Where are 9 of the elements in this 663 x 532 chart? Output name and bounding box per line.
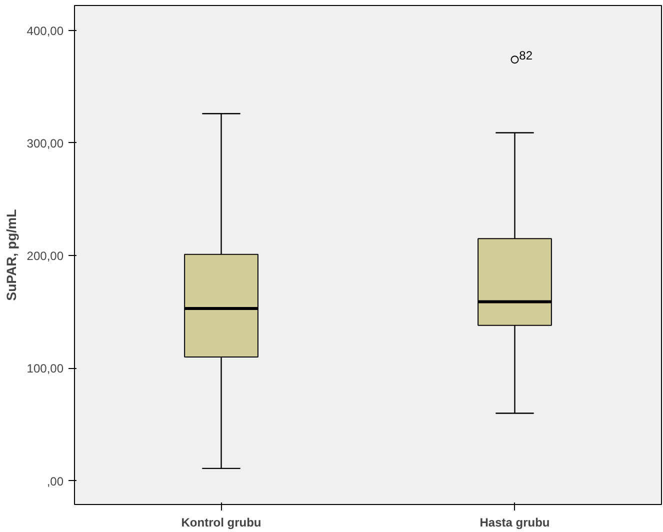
y-tick-label: 100,00 xyxy=(26,362,64,376)
y-tick-label: ,00 xyxy=(46,474,64,488)
y-axis-title: SuPAR, pg/mL xyxy=(4,209,19,301)
x-tick-label: Hasta grubu xyxy=(480,516,550,530)
y-tick-label: 400,00 xyxy=(26,24,64,38)
x-tick-label: Kontrol grubu xyxy=(181,516,262,530)
y-tick-label: 200,00 xyxy=(26,249,64,264)
y-tick-label: 300,00 xyxy=(26,136,64,150)
annotation: 82 xyxy=(519,48,533,63)
